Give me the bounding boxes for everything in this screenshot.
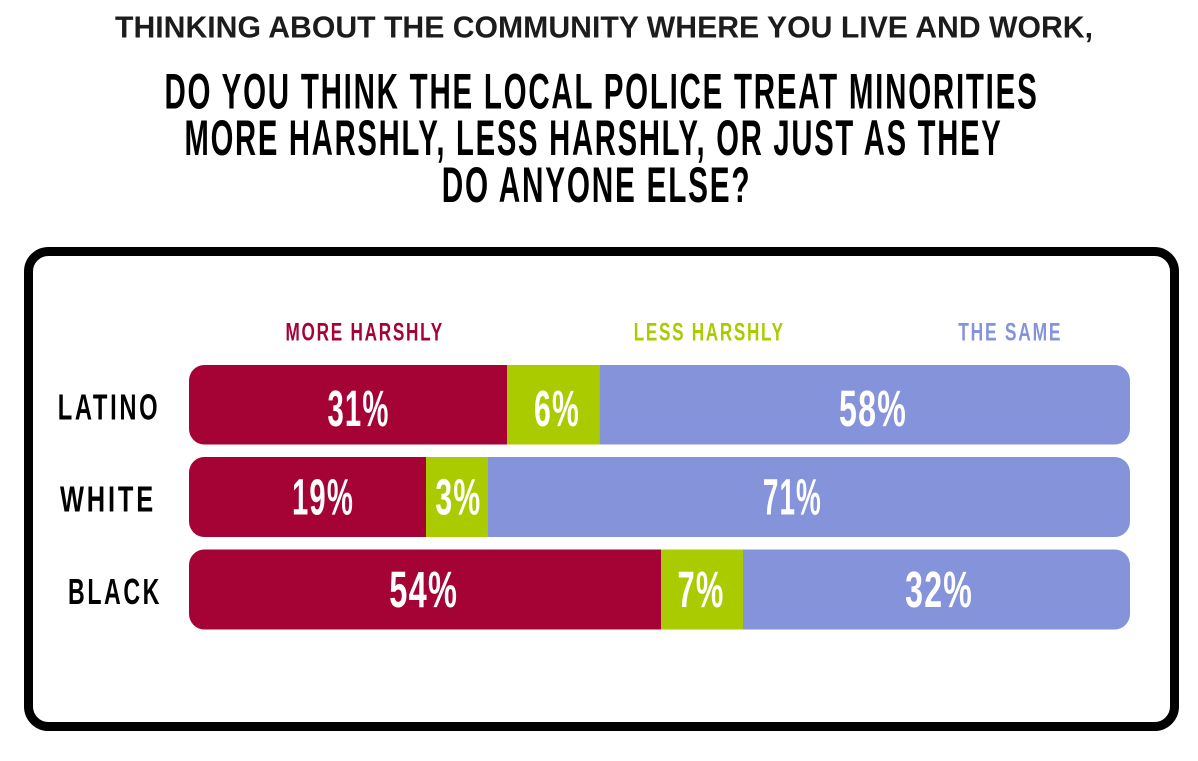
svg-text:LESS HARSHLY: LESS HARSHLY [634, 320, 785, 347]
svg-text:6%: 6% [534, 380, 580, 437]
svg-text:31%: 31% [328, 380, 390, 437]
svg-text:58%: 58% [839, 380, 907, 437]
svg-text:7%: 7% [678, 561, 725, 618]
svg-text:WHITE: WHITE [60, 480, 156, 520]
svg-text:3%: 3% [435, 469, 481, 526]
svg-text:71%: 71% [763, 469, 822, 526]
svg-text:32%: 32% [905, 561, 973, 618]
svg-text:BLACK: BLACK [68, 572, 162, 612]
svg-text:THINKING ABOUT THE COMMUNITY W: THINKING ABOUT THE COMMUNITY WHERE YOU L… [115, 12, 1093, 45]
svg-text:19%: 19% [292, 469, 354, 526]
svg-text:MORE HARSHLY: MORE HARSHLY [286, 320, 445, 347]
svg-text:54%: 54% [389, 561, 458, 618]
svg-text:DO ANYONE ELSE?: DO ANYONE ELSE? [442, 156, 752, 213]
svg-text:DO YOU THINK THE LOCAL POLICE: DO YOU THINK THE LOCAL POLICE TREAT MINO… [165, 63, 1039, 120]
svg-text:THE SAME: THE SAME [958, 320, 1062, 347]
svg-text:MORE HARSHLY, LESS HARSHLY, OR: MORE HARSHLY, LESS HARSHLY, OR JUST AS T… [185, 109, 1003, 166]
svg-text:LATINO: LATINO [58, 387, 161, 427]
